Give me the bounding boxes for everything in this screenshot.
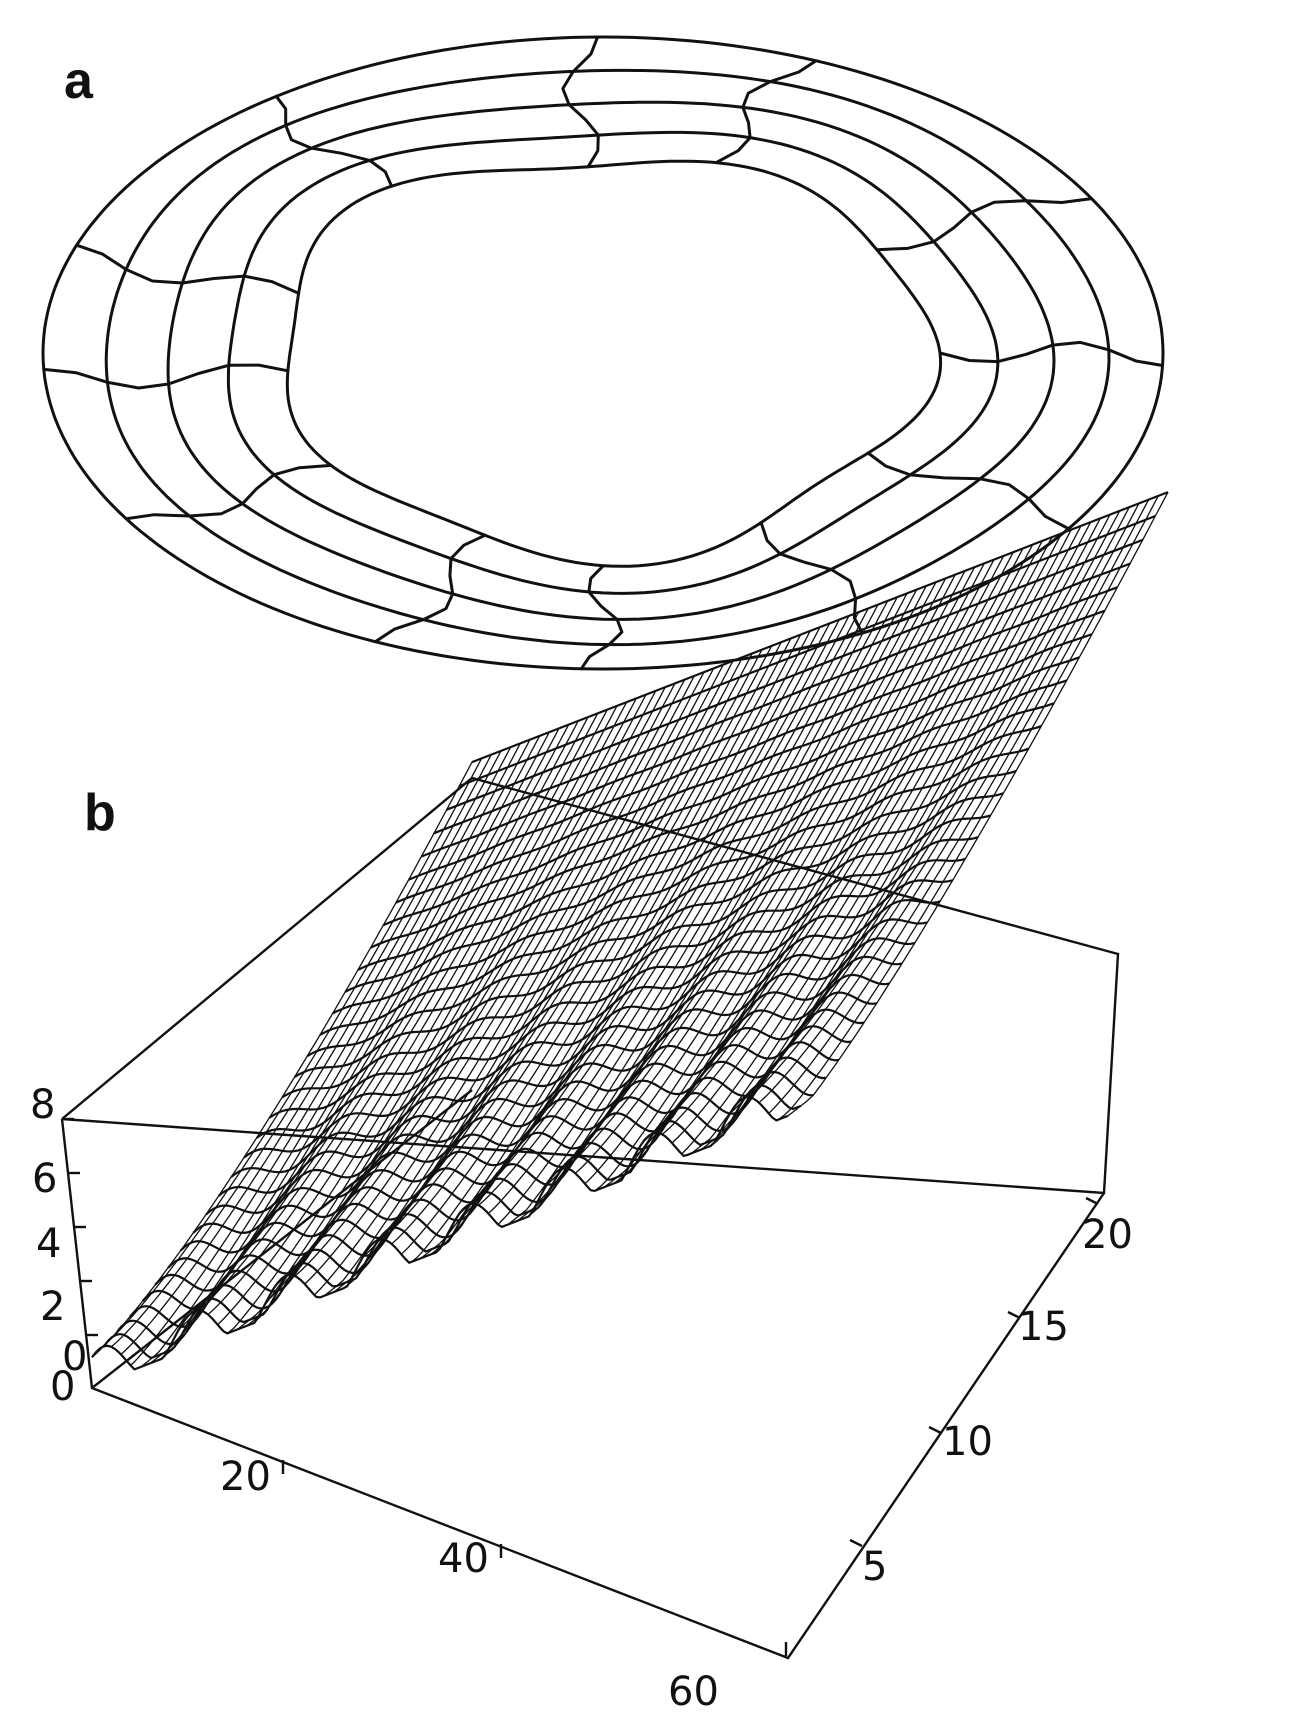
mesh-col-29 <box>371 652 753 1245</box>
mesh-col-20 <box>284 686 666 1277</box>
y-axis-tick-labels: 5 10 15 20 <box>862 1212 1133 1590</box>
mesh-col-70 <box>768 499 1150 1114</box>
mesh-col-10 <box>188 724 570 1316</box>
spoke-1 <box>714 59 818 165</box>
spoke-6 <box>579 564 624 671</box>
x-tick-20: 20 <box>220 1454 271 1500</box>
mesh-col-21 <box>294 682 676 1277</box>
mesh-col-9 <box>178 727 560 1330</box>
mesh-col-57 <box>642 547 1024 1143</box>
mesh-col-5 <box>139 742 521 1368</box>
mesh-col-31 <box>391 645 773 1245</box>
mesh-col-42 <box>497 604 879 1225</box>
mesh-col-0 <box>91 761 473 1358</box>
x-tick-40: 40 <box>438 1536 489 1582</box>
panel-a-label: a <box>64 52 94 110</box>
x-tick-60: 60 <box>668 1669 719 1713</box>
mesh-col-51 <box>584 570 966 1185</box>
mesh-col-15 <box>236 705 618 1331</box>
mesh-col-12 <box>207 716 589 1315</box>
y-tick-20: 20 <box>1082 1212 1133 1258</box>
mesh-col-24 <box>323 671 705 1297</box>
z-tick-8: 8 <box>30 1082 55 1128</box>
ring-grid <box>41 35 1165 671</box>
mesh-col-40 <box>478 611 860 1206</box>
y-tick-15: 15 <box>1018 1304 1069 1350</box>
mesh-col-6 <box>149 739 531 1364</box>
ring-1 <box>226 130 1000 595</box>
mesh-col-22 <box>304 679 686 1285</box>
spoke-9 <box>42 363 290 390</box>
mesh-col-1 <box>101 757 483 1348</box>
mesh-col-60 <box>671 536 1053 1144</box>
mesh-col-30 <box>381 649 763 1240</box>
mesh-col-4 <box>130 746 512 1366</box>
mesh-col-47 <box>545 585 927 1186</box>
mesh-col-59 <box>661 540 1043 1135</box>
z-tick-0: 0 <box>62 1334 87 1380</box>
tick-marks <box>62 1117 1099 1656</box>
ring-2 <box>166 100 1056 621</box>
z-tick-2: 2 <box>40 1284 65 1330</box>
origin-label: 0 <box>50 1364 75 1410</box>
mesh-col-41 <box>487 607 869 1214</box>
y-tick-5: 5 <box>862 1544 887 1590</box>
mesh-col-72 <box>787 491 1169 1117</box>
mesh-col-25 <box>333 667 715 1293</box>
spoke-5 <box>759 521 864 635</box>
panel-b-label: b <box>84 784 116 842</box>
z-axis-tick-labels: 8 6 4 2 0 0 <box>30 1082 87 1410</box>
surface-mesh <box>91 491 1169 1371</box>
spoke-2 <box>875 197 1094 252</box>
x-axis-tick-labels: 20 40 60 <box>220 1454 719 1713</box>
mesh-col-71 <box>777 495 1159 1121</box>
panel-a-ring-diagram: a <box>41 35 1165 671</box>
mesh-col-28 <box>362 656 744 1258</box>
mesh-col-11 <box>197 720 579 1311</box>
ring-4 <box>41 35 1165 671</box>
mesh-col-19 <box>275 690 657 1286</box>
spoke-8 <box>124 463 333 521</box>
z-tick-6: 6 <box>32 1156 57 1202</box>
spoke-4 <box>866 451 1070 531</box>
mesh-col-32 <box>400 641 782 1255</box>
z-tick-4: 4 <box>36 1221 61 1267</box>
spoke-3 <box>938 340 1165 367</box>
mesh-col-3 <box>120 750 502 1355</box>
mesh-col-2 <box>110 754 492 1348</box>
mesh-col-34 <box>420 634 802 1259</box>
mesh-col-43 <box>507 600 889 1226</box>
spoke-11 <box>274 94 394 188</box>
ring-3 <box>104 68 1111 647</box>
mesh-col-62 <box>690 529 1072 1154</box>
spoke-7 <box>373 533 487 644</box>
mesh-col-67 <box>739 510 1121 1102</box>
mesh-col-66 <box>729 514 1111 1114</box>
panel-b-surface-plot: b 20 40 60 <box>30 491 1169 1713</box>
mesh-col-53 <box>603 562 985 1188</box>
mesh-col-52 <box>594 566 976 1192</box>
mesh-col-63 <box>700 525 1082 1151</box>
mesh-col-55 <box>623 555 1005 1178</box>
spoke-0 <box>561 35 600 169</box>
mesh-col-69 <box>758 502 1140 1104</box>
mesh-col-44 <box>516 596 898 1222</box>
mesh-col-58 <box>652 544 1034 1134</box>
mesh-col-14 <box>226 709 608 1334</box>
mesh-col-48 <box>555 581 937 1173</box>
mesh-col-39 <box>468 615 850 1206</box>
mesh-col-33 <box>410 637 792 1263</box>
y-tick-10: 10 <box>942 1419 993 1465</box>
mesh-col-49 <box>565 577 947 1169</box>
mesh-col-61 <box>681 532 1063 1155</box>
mesh-col-38 <box>458 619 840 1215</box>
mesh-col-13 <box>217 712 599 1326</box>
mesh-col-68 <box>748 506 1130 1098</box>
spoke-10 <box>75 243 301 295</box>
mesh-col-50 <box>574 574 956 1174</box>
mesh-col-23 <box>313 675 695 1296</box>
